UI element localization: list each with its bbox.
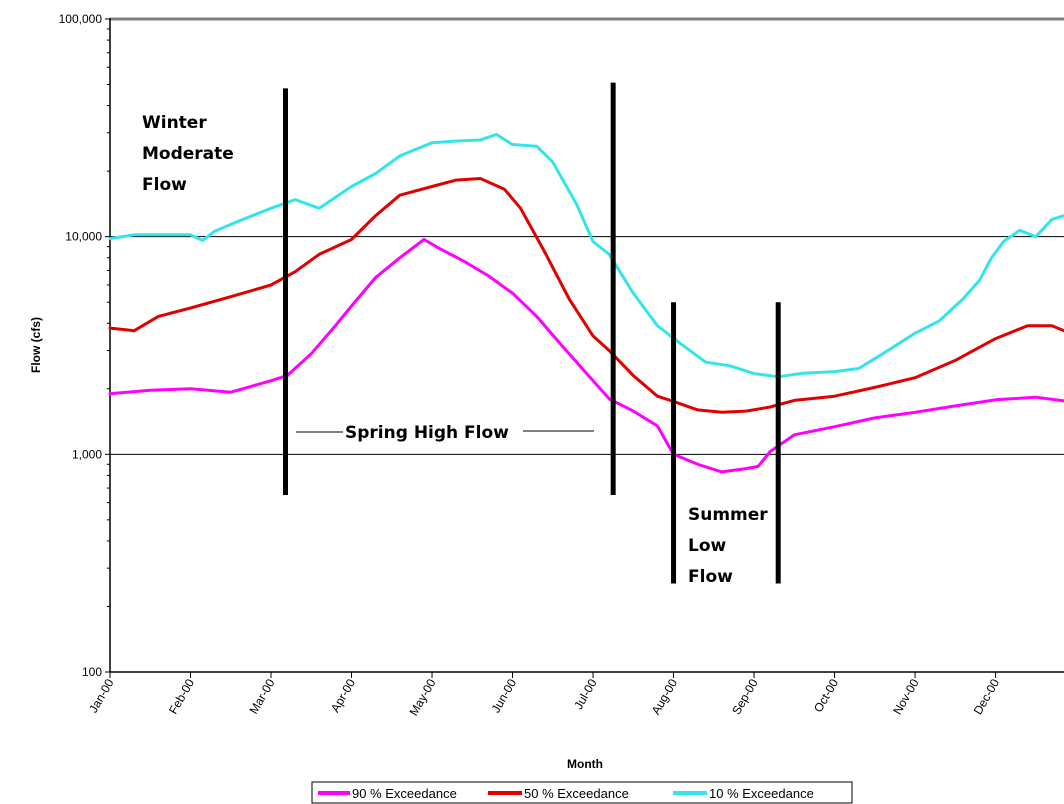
season-markers [283,82,781,584]
legend-label-50: 50 % Exceedance [524,786,629,801]
x-tick-label: Dec-00 [971,676,1003,717]
series-10-exceedance [108,132,1064,379]
annotation-spring: Spring High Flow [345,423,509,443]
x-tick-label: Apr-00 [328,676,358,714]
series-50-exceedance [108,177,1064,414]
annotation-winter-line-3: Flow [142,175,187,195]
x-axis-title: Month [567,757,603,771]
annotation-winter-line-2: Moderate [142,144,234,164]
legend-label-10: 10 % Exceedance [709,786,814,801]
annotation-summer-line-2: Low [688,536,727,556]
legend-box [311,781,853,804]
plot-area [109,17,1064,673]
y-tick-label: 1,000 [72,447,102,461]
x-tick-label: Jul-00 [571,676,600,712]
x-tick-label: May-00 [406,676,438,718]
y-tick-label: 10,000 [65,230,102,244]
gridlines [110,236,1064,455]
x-tick-label: Sep-00 [729,676,761,717]
annotation-summer-line-3: Flow [688,567,733,587]
y-axis-ticks: 100 1,000 10,000 100,000 [59,12,110,679]
x-axis-ticks: Jan-00 Feb-00 Mar-00 Apr-00 May-00 Jun-00 Jul-… [86,672,1002,718]
x-tick-label: Feb-00 [166,676,197,716]
series-90-exceedance [108,238,1064,474]
annotation-summer-line-1: Summer [688,505,768,525]
annotation-winter-line-1: Winter [142,113,207,133]
x-tick-label: Aug-00 [649,676,681,717]
x-tick-label: Jan-00 [86,676,117,715]
x-tick-label: Jun-00 [489,676,520,715]
y-tick-label: 100 [82,665,102,679]
x-tick-label: Oct-00 [811,676,841,714]
season-annotations: Winter Moderate Flow Spring High Flow Su… [142,113,768,587]
y-axis-title: Flow (cfs) [29,317,43,373]
x-tick-label: Mar-00 [246,676,277,716]
series-lines [108,132,1064,474]
legend: 90 % Exceedance 50 % Exceedance 10 % Exc… [311,781,853,804]
legend-label-90: 90 % Exceedance [352,786,457,801]
y-tick-label: 100,000 [59,12,103,26]
x-tick-label: Nov-00 [890,676,922,717]
